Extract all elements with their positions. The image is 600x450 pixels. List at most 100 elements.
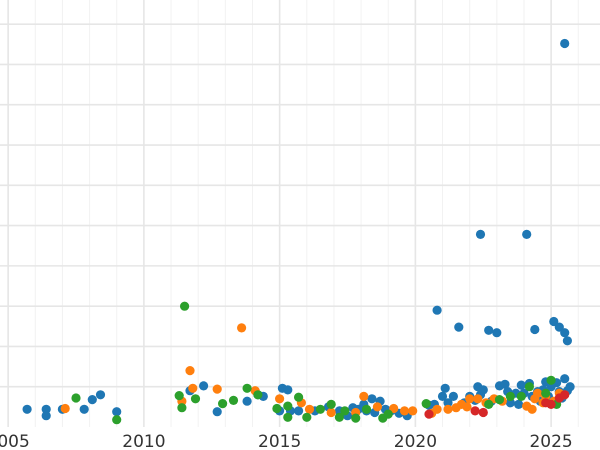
- data-point: [190, 394, 201, 404]
- data-point: [432, 305, 442, 315]
- data-point: [470, 406, 480, 416]
- data-point: [454, 322, 464, 332]
- data-point: [527, 404, 537, 414]
- series-3: [424, 390, 570, 419]
- data-point: [484, 325, 494, 335]
- data-point: [242, 396, 252, 406]
- data-point: [71, 393, 81, 403]
- data-point: [283, 412, 293, 422]
- data-points: [22, 38, 575, 425]
- data-point: [524, 382, 535, 392]
- data-point: [562, 336, 573, 346]
- data-point: [565, 382, 575, 392]
- data-point: [448, 391, 458, 401]
- data-point: [272, 403, 282, 414]
- grid: [0, 0, 600, 427]
- data-point: [505, 391, 515, 401]
- data-point: [462, 402, 472, 412]
- data-point: [408, 406, 418, 416]
- data-point: [505, 398, 515, 408]
- data-point: [546, 375, 556, 385]
- series-0: [22, 38, 575, 421]
- data-point: [440, 383, 450, 393]
- data-point: [546, 399, 556, 409]
- data-point: [334, 412, 344, 422]
- data-point: [516, 380, 526, 390]
- data-point: [87, 395, 97, 405]
- data-point: [294, 406, 304, 416]
- data-point: [437, 391, 448, 401]
- data-point: [361, 404, 372, 414]
- data-point: [283, 385, 293, 395]
- data-point: [22, 404, 32, 414]
- data-point: [41, 404, 51, 414]
- data-point: [367, 394, 377, 404]
- data-point: [79, 404, 89, 414]
- data-point: [560, 374, 570, 384]
- data-point: [500, 379, 510, 389]
- data-point: [177, 403, 187, 413]
- data-point: [188, 383, 198, 393]
- data-point: [185, 366, 195, 376]
- data-point: [541, 388, 551, 398]
- data-point: [351, 413, 361, 423]
- data-point: [383, 409, 393, 419]
- data-point: [478, 385, 488, 395]
- data-point: [399, 406, 410, 416]
- data-point: [212, 384, 222, 394]
- data-point: [112, 415, 122, 425]
- data-point: [533, 388, 543, 398]
- data-point: [522, 229, 532, 239]
- x-tick-label: 2015: [258, 432, 301, 450]
- data-point: [560, 38, 570, 49]
- data-point: [304, 404, 315, 414]
- x-tick-label: 2025: [529, 432, 572, 450]
- data-point: [326, 399, 336, 409]
- data-point: [359, 391, 369, 401]
- data-point: [315, 404, 325, 414]
- data-point: [465, 394, 475, 404]
- x-tick-label: 2005: [0, 432, 30, 450]
- data-point: [228, 395, 239, 405]
- data-point: [283, 401, 293, 411]
- series-2: [71, 301, 562, 425]
- data-point: [494, 395, 505, 405]
- data-point: [443, 404, 453, 414]
- data-point: [484, 399, 494, 409]
- x-tick-label: 2010: [122, 432, 165, 450]
- data-point: [302, 412, 312, 422]
- data-point: [560, 328, 570, 338]
- x-tick-label: 2020: [394, 432, 437, 450]
- data-point: [530, 324, 540, 335]
- data-point: [443, 398, 453, 408]
- data-point: [174, 391, 184, 401]
- data-point: [218, 399, 228, 409]
- data-point: [199, 381, 209, 391]
- data-point: [478, 407, 488, 418]
- data-point: [560, 390, 570, 400]
- data-point: [473, 394, 483, 404]
- data-point: [180, 301, 190, 311]
- data-point: [372, 402, 382, 412]
- data-point: [326, 407, 336, 418]
- data-point: [516, 391, 526, 401]
- data-point: [421, 399, 431, 409]
- data-point: [112, 407, 122, 417]
- data-point: [294, 392, 304, 402]
- data-point: [340, 406, 350, 416]
- data-point: [237, 323, 247, 333]
- data-point: [60, 403, 70, 414]
- data-point: [492, 328, 502, 338]
- data-point: [242, 383, 252, 393]
- data-point: [253, 390, 263, 400]
- data-point: [275, 394, 285, 404]
- x-axis-tick-labels: 2005 2010 2015 2020 2025: [0, 432, 573, 450]
- data-point: [212, 407, 222, 417]
- series-1: [60, 323, 570, 418]
- data-point: [432, 404, 442, 414]
- data-point: [475, 229, 486, 239]
- data-point: [424, 409, 434, 419]
- data-point: [514, 399, 524, 409]
- data-point: [41, 411, 51, 421]
